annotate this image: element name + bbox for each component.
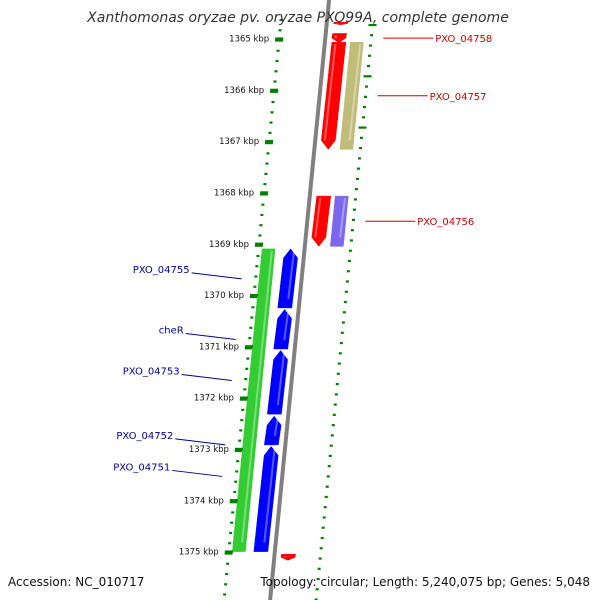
gene-label-pxo-04756: PXO_04756 <box>417 217 474 228</box>
feature-cds-3-shade <box>348 44 362 141</box>
scale-tick-label: 1367 kbp <box>219 137 259 147</box>
scale-tick-label: 1371 kbp <box>199 342 239 352</box>
genome-backbone <box>268 0 332 600</box>
scale-tick-label: 1372 kbp <box>194 394 234 404</box>
feature-pxo-04755 <box>277 248 298 309</box>
feature-pxo-04758 <box>331 33 348 44</box>
gene-label-pxo-04751: PXO_04751 <box>113 462 170 473</box>
feature-pxo-04753-shade <box>276 352 286 406</box>
feature-pxo-04756-shade <box>314 197 322 238</box>
scale-labels: 1365 kbp 1366 kbp 1367 kbp 1368 kbp 1369 kbp… <box>179 35 284 558</box>
scale-tick-label: 1365 kbp <box>229 35 269 45</box>
feature-gene-0 <box>333 21 349 26</box>
scale-tick-label: 1370 kbp <box>204 291 244 301</box>
scale-tick-label: 1373 kbp <box>189 445 229 455</box>
label-leader <box>172 469 223 477</box>
label-leader <box>191 272 242 280</box>
feature-pxo-04755-shade <box>287 250 296 300</box>
feature-track <box>232 21 364 561</box>
feature-pxo-04757-shade <box>323 44 337 141</box>
gene-label-pxo-04757: PXO_04757 <box>430 92 487 103</box>
map-title: Xanthomonas oryzae pv. oryzae PXO99A, co… <box>86 10 509 26</box>
feature-pxo-04756 <box>311 195 332 247</box>
feature-pxo-04752 <box>264 415 282 446</box>
feature-cher <box>273 309 292 350</box>
feature-gene-12-shade <box>283 555 286 558</box>
feature-misc-5 <box>330 195 349 247</box>
feature-gene-12 <box>280 553 296 561</box>
feature-cds-11-shade <box>241 250 273 543</box>
feature-misc-5-shade <box>339 197 347 238</box>
feature-cds-11 <box>232 248 276 552</box>
gene-label-pxo-04755: PXO_04755 <box>133 265 190 276</box>
feature-cher-shade <box>283 311 290 341</box>
gene-label-cher: cheR <box>159 325 184 336</box>
feature-pxo-04753 <box>267 350 288 415</box>
scale-tick-label: 1368 kbp <box>214 189 254 199</box>
genome-summary-text: Topology: circular; Length: 5,240,075 bp… <box>259 575 590 589</box>
feature-cds-3 <box>339 41 364 150</box>
gene-label-pxo-04753: PXO_04753 <box>123 367 180 378</box>
scale-tick-label: 1366 kbp <box>224 86 264 96</box>
label-leader <box>185 332 236 340</box>
feature-pxo-04757 <box>321 41 347 150</box>
tick-row-right <box>314 23 377 600</box>
tick-row-left <box>223 18 284 596</box>
feature-pxo-04751 <box>253 446 279 552</box>
gene-label-pxo-04752: PXO_04752 <box>116 431 173 442</box>
scale-tick-label: 1375 kbp <box>179 548 219 558</box>
feature-labels: PXO_04758 PXO_04757 PXO_04756 PXO_04755 cheR… <box>113 34 492 477</box>
feature-pxo-04751-shade <box>263 448 276 543</box>
gene-label-pxo-04758: PXO_04758 <box>435 34 492 45</box>
feature-pxo-04752-shade <box>273 418 279 437</box>
scale-tick-label: 1369 kbp <box>209 240 249 250</box>
label-leader <box>181 374 232 382</box>
scale-tick-label: 1374 kbp <box>184 496 224 506</box>
feature-pxo-04758-shade <box>334 35 338 39</box>
label-leader <box>175 438 226 446</box>
accession-text: Accession: NC_010717 <box>8 575 144 589</box>
